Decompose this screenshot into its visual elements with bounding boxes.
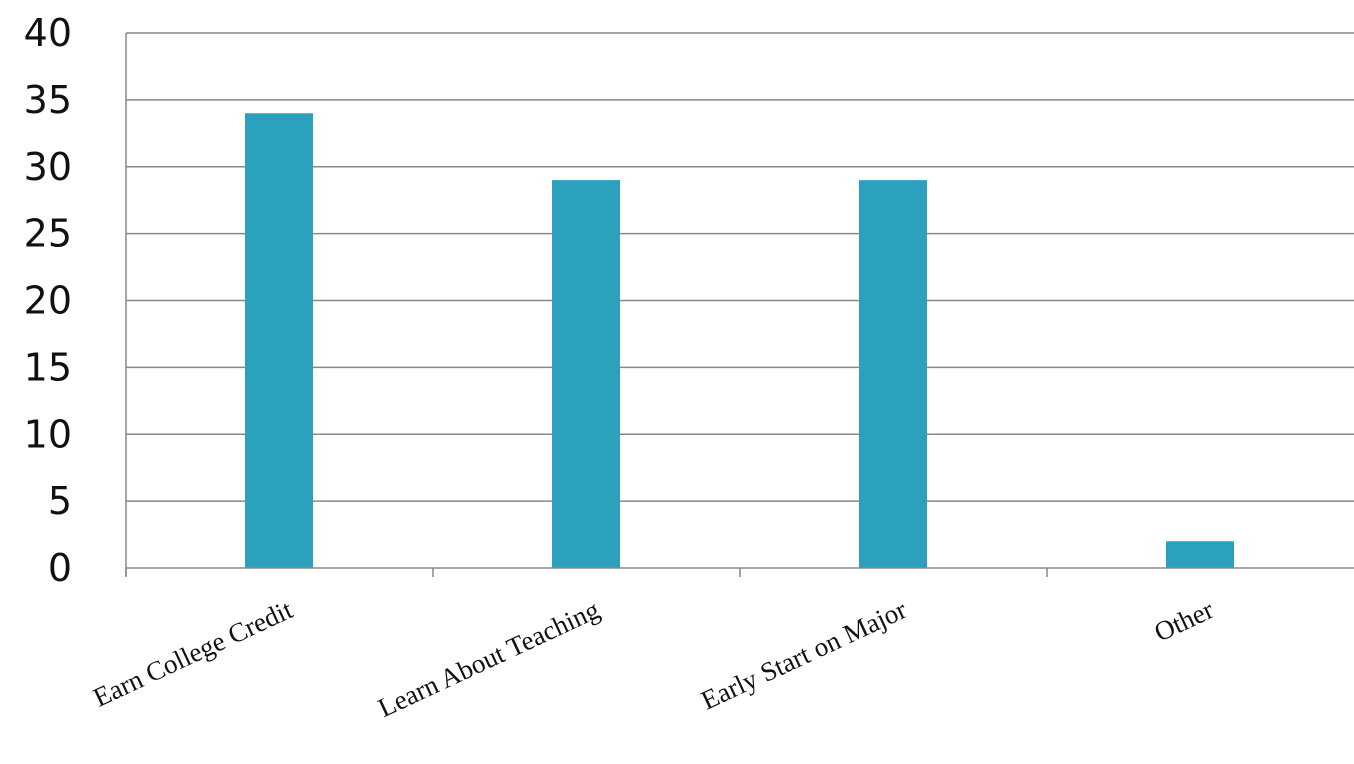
y-tick-label: 5 (48, 479, 72, 523)
y-tick-label: 10 (24, 412, 72, 456)
y-tick-label: 40 (24, 11, 72, 55)
bar (245, 113, 313, 568)
y-tick-label: 15 (24, 345, 72, 389)
y-tick-label: 0 (48, 546, 72, 590)
y-tick-label: 35 (24, 78, 72, 122)
axes (125, 33, 1354, 577)
x-tick-label: Early Start on Major (697, 594, 912, 715)
x-axis-tick-labels: Earn College Credit Learn About Teaching E… (89, 594, 1218, 723)
x-tick-label: Other (1150, 594, 1218, 647)
y-tick-label: 20 (24, 279, 72, 323)
x-tick-label: Learn About Teaching (373, 594, 604, 723)
bars (245, 113, 1234, 568)
bar (552, 180, 620, 568)
y-tick-label: 30 (24, 145, 72, 189)
gridlines (126, 32, 1354, 502)
bar (859, 180, 927, 568)
bar (1166, 541, 1234, 568)
y-axis-tick-labels: 0 5 10 15 20 25 30 35 40 (24, 11, 72, 590)
x-tick-label: Earn College Credit (89, 594, 298, 713)
y-tick-label: 25 (24, 212, 72, 256)
